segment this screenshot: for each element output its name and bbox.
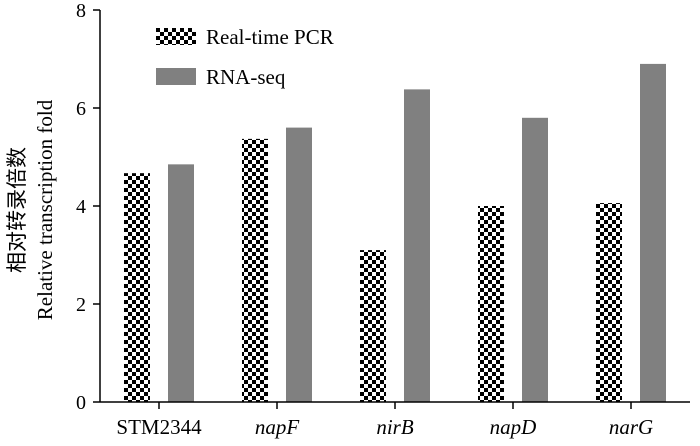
y-tick-label-6: 6 <box>76 98 86 120</box>
legend-swatch-real-time-pcr <box>156 28 196 45</box>
bar-real-time-pcr-nirb <box>360 250 386 402</box>
x-tick-label-nirb: nirB <box>376 415 414 439</box>
bar-rna-seq-napd <box>522 117 548 403</box>
bar-rna-seq-narg <box>640 63 666 403</box>
bar-rna-seq-nirb <box>404 89 430 402</box>
legend: Real-time PCR RNA-seq <box>156 25 334 89</box>
y-tick-label-8: 8 <box>76 0 86 22</box>
bar-rna-seq-stm2344 <box>168 164 194 402</box>
y-axis-title-en: Relative transcription fold <box>33 99 57 320</box>
x-tick-label-napf: napF <box>255 415 300 439</box>
bar-rna-seq-napf <box>286 127 312 402</box>
x-tick-label-napd: napD <box>490 415 537 439</box>
axes-group: STM2344 napF nirB napD narG 0 2 4 6 8 <box>76 0 690 439</box>
legend-swatch-rna-seq <box>156 68 196 85</box>
y-tick-label-4: 4 <box>76 196 86 218</box>
bar-real-time-pcr-narg <box>596 203 622 402</box>
bar-real-time-pcr-napf <box>242 138 268 402</box>
y-tick-label-0: 0 <box>76 392 86 414</box>
bars-group <box>124 63 666 403</box>
x-tick-label-stm2344: STM2344 <box>116 415 202 439</box>
y-tick-label-2: 2 <box>76 294 86 316</box>
legend-label-rna-seq: RNA-seq <box>206 65 286 89</box>
legend-label-real-time-pcr: Real-time PCR <box>206 25 334 49</box>
bar-real-time-pcr-stm2344 <box>124 173 150 402</box>
x-tick-label-narg: narG <box>609 415 653 439</box>
y-axis-title-cn: 相对转录倍数 <box>5 147 29 273</box>
bar-real-time-pcr-napd <box>478 206 504 402</box>
